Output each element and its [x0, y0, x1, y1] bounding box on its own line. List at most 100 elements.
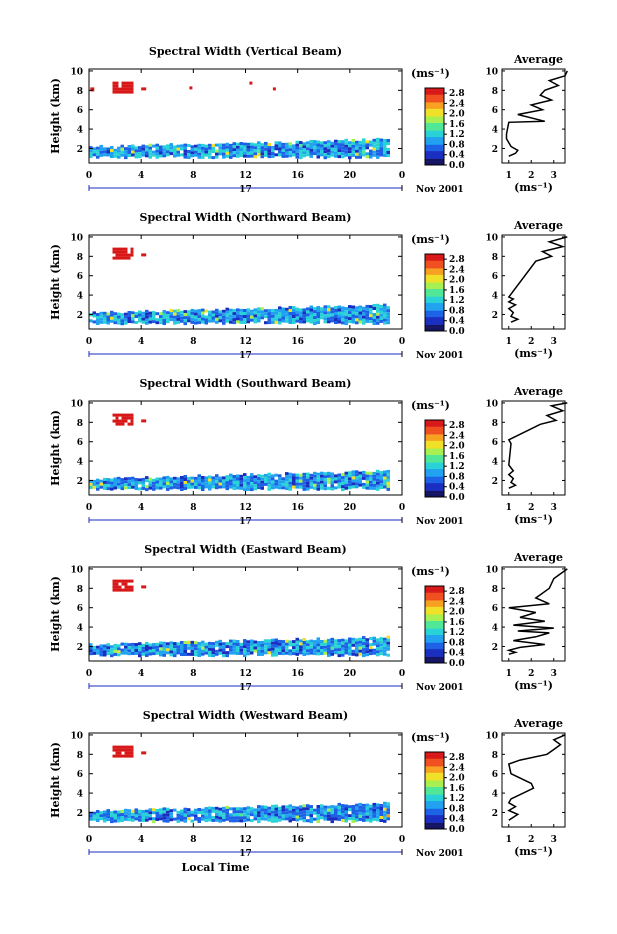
- heatmap-cell: [190, 311, 194, 315]
- heatmap-cell: [121, 256, 125, 260]
- x-tick-label: 0: [399, 835, 405, 845]
- heatmap-cell: [215, 480, 219, 484]
- heatmap-cell: [183, 810, 187, 814]
- heatmap-cell: [190, 652, 194, 656]
- heatmap-cell: [243, 476, 247, 480]
- heatmap-cell: [376, 312, 380, 316]
- heatmap-cell: [253, 643, 257, 647]
- heatmap-cell: [96, 810, 100, 813]
- heatmap-cell: [383, 303, 387, 307]
- heatmap-cell: [278, 809, 282, 813]
- colorbar-swatch: [425, 125, 444, 127]
- heatmap-cell: [344, 639, 348, 643]
- heatmap-cell: [190, 317, 194, 321]
- heatmap-cell: [201, 155, 205, 159]
- heatmap-cell: [309, 473, 313, 477]
- colorbar-swatch: [425, 624, 444, 627]
- heatmap-cell: [183, 316, 187, 320]
- heatmap-cell: [316, 155, 320, 159]
- heatmap-cell: [292, 147, 296, 151]
- avg-x-tick-label: 2: [528, 337, 534, 347]
- heatmap-cell: [344, 819, 348, 823]
- x-tick-label: 0: [399, 669, 405, 679]
- heatmap-cell: [323, 472, 327, 476]
- heatmap-cell: [348, 320, 352, 324]
- heatmap-cell: [99, 479, 103, 483]
- colorbar-swatch: [425, 606, 444, 609]
- colorbar-swatch: [425, 603, 444, 606]
- heatmap-cell: [208, 475, 212, 479]
- heatmap-cell: [239, 480, 243, 484]
- heatmap-cell: [121, 247, 125, 251]
- heatmap-cell: [176, 483, 180, 487]
- heatmap-cell: [159, 641, 163, 645]
- heatmap-cell: [204, 309, 208, 313]
- avg-y-tick-label: 10: [485, 399, 498, 409]
- heatmap-cell: [243, 145, 247, 149]
- heatmap-cell: [173, 148, 177, 152]
- heatmap-cell: [124, 156, 128, 160]
- colorbar-tick-label: 2.0: [449, 774, 465, 784]
- heatmap-cell: [118, 745, 122, 749]
- heatmap-cell: [274, 311, 278, 315]
- heatmap-cell: [253, 143, 257, 147]
- heatmap-cell: [337, 805, 341, 809]
- heatmap-cell: [183, 143, 187, 147]
- heatmap-cell: [299, 314, 303, 318]
- heatmap-cell: [274, 473, 278, 477]
- heatmap-cell: [127, 81, 131, 85]
- heatmap-cell: [124, 150, 128, 154]
- heatmap-cell: [292, 646, 296, 650]
- heatmap-cell: [218, 152, 222, 156]
- heatmap-cell: [365, 140, 369, 144]
- heatmap-cell: [386, 318, 390, 322]
- panel-east: Spectral Width (Eastward Beam)246810Heig…: [49, 543, 568, 693]
- heatmap-cell: [131, 476, 135, 480]
- colorbar-swatch: [425, 309, 444, 311]
- heatmap-cell: [320, 810, 324, 814]
- heatmap-cell: [288, 819, 292, 823]
- heatmap-cell: [372, 802, 376, 806]
- heatmap-cell: [358, 652, 362, 656]
- heatmap-cell: [124, 811, 128, 815]
- heatmap-cell: [92, 645, 96, 649]
- heatmap-cell: [215, 812, 219, 816]
- heatmap-cell: [250, 154, 254, 158]
- avg-y-tick-label: 6: [492, 604, 498, 614]
- heatmap-cell: [281, 307, 285, 311]
- heatmap-cell: [110, 645, 114, 649]
- heatmap-cell: [365, 480, 369, 484]
- colorbar-swatch: [425, 450, 444, 453]
- heatmap-cell: [334, 306, 338, 309]
- heatmap-cell: [176, 813, 180, 817]
- heatmap-cell: [292, 150, 296, 154]
- heatmap-cell: [274, 641, 278, 645]
- heatmap-cell: [110, 481, 114, 485]
- heatmap-cell: [285, 811, 289, 815]
- heatmap-cell: [376, 318, 380, 322]
- avg-x-tick-label: 2: [528, 669, 534, 679]
- colorbar-swatch: [425, 807, 444, 809]
- heatmap-cell: [130, 84, 134, 88]
- colorbar-frame: [424, 585, 445, 664]
- heatmap-cell: [302, 311, 306, 315]
- heatmap-cell: [232, 478, 236, 481]
- heatmap-cell: [232, 318, 236, 322]
- heatmap-cell: [348, 805, 352, 809]
- heatmap-cell: [215, 652, 219, 656]
- heatmap-cell: [246, 815, 250, 819]
- colorbar-tick-label: 1.6: [449, 120, 465, 130]
- heatmap-cell: [295, 473, 299, 477]
- heatmap-cell: [379, 138, 383, 142]
- heatmap-cell: [309, 639, 313, 643]
- heatmap-cell: [358, 140, 362, 144]
- heatmap-cell: [169, 318, 173, 322]
- heatmap-cell: [267, 152, 271, 156]
- heatmap-cell: [110, 817, 114, 821]
- colorbar-swatch: [425, 297, 444, 300]
- heatmap-cell: [92, 150, 96, 154]
- heatmap-cell: [197, 149, 201, 153]
- heatmap-cell: [365, 647, 369, 651]
- heatmap-cell: [162, 476, 166, 480]
- heatmap-cell: [112, 579, 116, 583]
